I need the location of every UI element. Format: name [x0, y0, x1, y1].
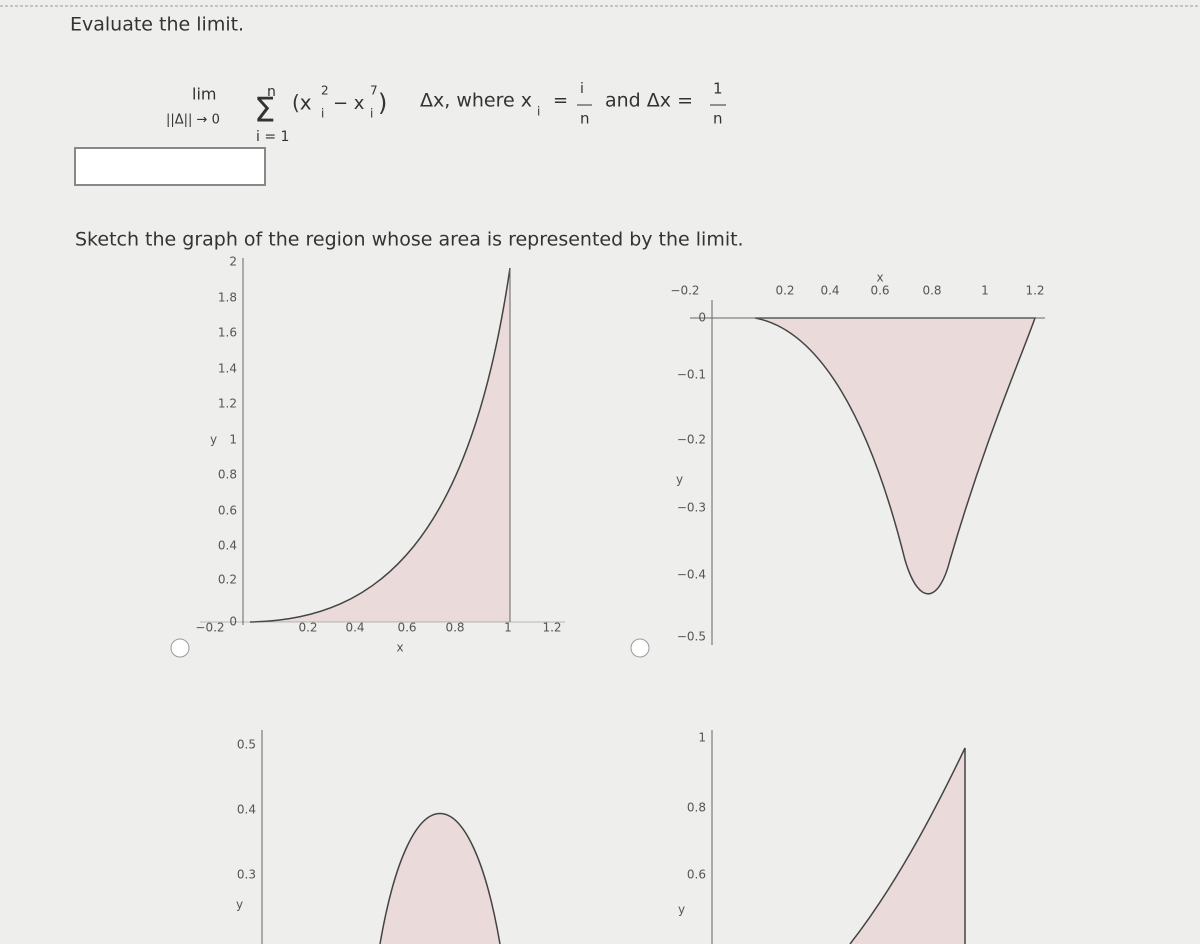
- x-tick-label: −0.2: [195, 621, 224, 635]
- y-tick-label: 0.8: [218, 468, 237, 482]
- formula-part: i = 1: [256, 129, 289, 145]
- formula-part: i: [321, 107, 324, 121]
- y-tick-label: 0.5: [237, 738, 256, 752]
- x-tick-label: 0.4: [345, 621, 364, 635]
- x-tick-label: 1.2: [1025, 284, 1044, 298]
- formula-part: lim: [192, 85, 216, 104]
- formula-part: =: [553, 90, 568, 111]
- instruction: Sketch the graph of the region whose are…: [75, 229, 744, 251]
- y-tick-label: 0.2: [218, 573, 237, 587]
- formula-part: i: [537, 105, 540, 119]
- formula-part: ||Δ|| → 0: [166, 113, 220, 128]
- formula-part: n: [267, 84, 276, 100]
- x-tick-label: 0.4: [820, 284, 839, 298]
- x-axis-label: x: [876, 271, 883, 285]
- formula-part: i: [370, 107, 373, 121]
- y-tick-label: −0.1: [677, 368, 706, 382]
- formula-part: 1: [713, 80, 723, 98]
- x-tick-label: 0.8: [445, 621, 464, 635]
- y-tick-label: 0.8: [687, 801, 706, 815]
- y-tick-label: −0.5: [677, 630, 706, 644]
- x-tick-label: 1: [981, 284, 989, 298]
- y-tick-label: 0.6: [218, 504, 237, 518]
- y-tick-label: 1.4: [218, 362, 237, 376]
- x-tick-label: 1.2: [542, 621, 561, 635]
- x-tick-label: 1: [504, 621, 512, 635]
- x-tick-label: −0.2: [670, 284, 699, 298]
- x-tick-label: 0.6: [397, 621, 416, 635]
- y-axis-label: y: [676, 473, 683, 487]
- y-tick-label: 1: [229, 433, 237, 447]
- formula-part: n: [580, 110, 590, 128]
- radio-option[interactable]: [170, 638, 190, 658]
- y-tick-label: 2: [229, 255, 237, 269]
- y-tick-label: 1.6: [218, 326, 237, 340]
- y-axis-label: y: [236, 898, 243, 912]
- formula-part: and Δx =: [605, 90, 693, 112]
- y-tick-label: −0.3: [677, 501, 706, 515]
- curve: [249, 267, 511, 623]
- radio-option[interactable]: [630, 638, 650, 658]
- formula-part: ): [378, 89, 387, 117]
- curve: [379, 813, 501, 944]
- y-tick-label: 1.8: [218, 291, 237, 305]
- answer-input[interactable]: [74, 147, 266, 186]
- formula-part: n: [713, 110, 723, 128]
- x-tick-label: 0.8: [922, 284, 941, 298]
- formula-part: 2: [321, 84, 329, 98]
- y-axis-label: y: [210, 433, 217, 447]
- y-tick-label: 1: [698, 731, 706, 745]
- y-tick-label: 0: [698, 311, 706, 325]
- x-tick-label: 0.2: [298, 621, 317, 635]
- x-tick-label: 0.2: [775, 284, 794, 298]
- x-axis-label: x: [396, 641, 403, 655]
- formula-part: i: [580, 81, 584, 97]
- title: Evaluate the limit.: [70, 14, 244, 36]
- formula-part: (x: [292, 91, 312, 115]
- formula-part: Δx, where x: [420, 90, 532, 112]
- formula-part: − x: [333, 93, 365, 114]
- y-tick-label: 0: [229, 615, 237, 629]
- region: [250, 268, 510, 622]
- formula-part: 7: [370, 84, 378, 98]
- y-tick-label: 0.4: [218, 539, 237, 553]
- region: [754, 317, 1037, 595]
- curve: [849, 747, 966, 944]
- y-tick-label: 1.2: [218, 397, 237, 411]
- y-tick-label: 0.3: [237, 868, 256, 882]
- formula-part: Σ: [254, 91, 275, 131]
- y-tick-label: −0.4: [677, 568, 706, 582]
- y-tick-label: 0.6: [687, 868, 706, 882]
- y-tick-label: −0.2: [677, 433, 706, 447]
- y-axis-label: y: [678, 903, 685, 917]
- y-tick-label: 0.4: [237, 803, 256, 817]
- x-tick-label: 0.6: [870, 284, 889, 298]
